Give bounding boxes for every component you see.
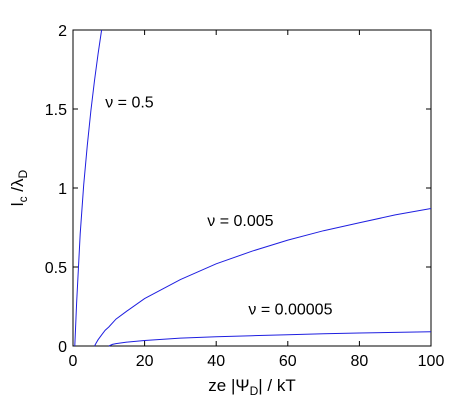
y-tick-label: 0.5: [45, 260, 67, 277]
annotations: ν = 0.5 ν = 0.005 ν = 0.00005: [105, 94, 332, 318]
y-tick-label: 0: [58, 339, 67, 356]
x-tick-label: 100: [418, 353, 445, 370]
x-axis-label: ze |ΨD| / kT: [208, 376, 295, 398]
x-tick-label: 40: [207, 353, 225, 370]
x-label-sub: D: [250, 384, 259, 398]
y-axis-label: lc /λD: [8, 169, 30, 206]
y-label-a-sub: c: [16, 196, 30, 202]
curve-annotation: ν = 0.5: [105, 94, 154, 111]
x-tick-label: 0: [69, 353, 78, 370]
series-lines: [74, 29, 432, 347]
plot-area: [72, 29, 432, 347]
series-line-3: [108, 331, 432, 347]
x-tick-label: 60: [279, 353, 297, 370]
y-tick-label: 2: [58, 23, 67, 40]
y-tick-label: 1.5: [45, 102, 67, 119]
series-line-1: [74, 29, 103, 347]
y-label-b-sub: D: [16, 169, 30, 178]
x-label-rest: | / kT: [258, 376, 295, 395]
x-tick-label: 20: [136, 353, 154, 370]
series-line-2: [94, 208, 432, 347]
y-tick-label: 1: [58, 181, 67, 198]
y-label-a: l: [8, 202, 27, 206]
x-label-main: ze |Ψ: [208, 376, 249, 395]
axis-ticks: 0 20 40 60 80 100 0 0.5 1 1.5 2: [45, 23, 445, 370]
x-tick-label: 80: [351, 353, 369, 370]
curve-annotation: ν = 0.00005: [248, 301, 332, 318]
y-label-b: /λ: [8, 178, 27, 196]
curve-annotation: ν = 0.005: [207, 213, 273, 230]
